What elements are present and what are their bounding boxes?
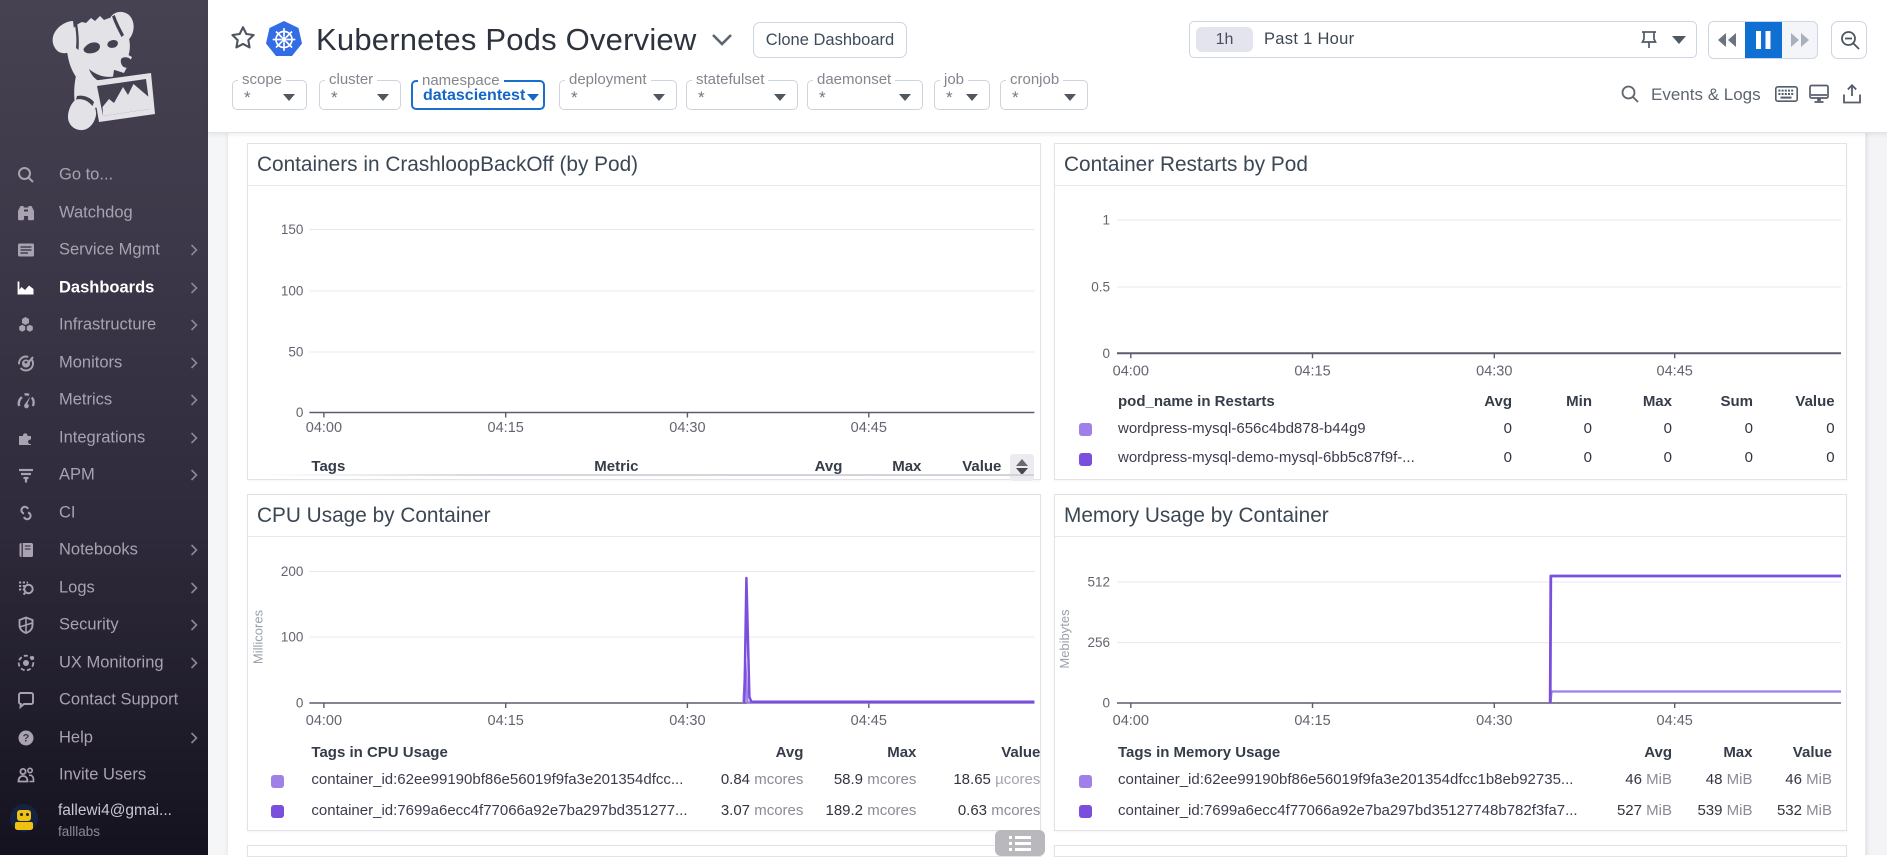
svg-text:0: 0 bbox=[1102, 696, 1110, 711]
svg-text:04:00: 04:00 bbox=[1113, 713, 1149, 729]
svg-text:200: 200 bbox=[281, 564, 304, 579]
svg-text:04:00: 04:00 bbox=[306, 713, 342, 729]
svg-text:256: 256 bbox=[1087, 635, 1110, 650]
svg-text:50: 50 bbox=[288, 345, 303, 360]
svg-text:100: 100 bbox=[281, 284, 304, 299]
svg-text:04:30: 04:30 bbox=[1476, 713, 1512, 729]
svg-text:04:15: 04:15 bbox=[1294, 364, 1330, 380]
svg-text:512: 512 bbox=[1087, 575, 1110, 590]
svg-text:0: 0 bbox=[1102, 346, 1110, 361]
svg-text:04:15: 04:15 bbox=[1294, 713, 1330, 729]
svg-text:150: 150 bbox=[281, 222, 304, 237]
svg-text:04:00: 04:00 bbox=[306, 420, 342, 436]
svg-text:04:45: 04:45 bbox=[851, 420, 887, 436]
svg-text:04:30: 04:30 bbox=[669, 713, 705, 729]
svg-text:04:45: 04:45 bbox=[1657, 364, 1693, 380]
svg-text:04:15: 04:15 bbox=[488, 420, 524, 436]
svg-text:04:30: 04:30 bbox=[669, 420, 705, 436]
svg-text:04:00: 04:00 bbox=[1113, 364, 1149, 380]
svg-text:04:45: 04:45 bbox=[1657, 713, 1693, 729]
svg-text:?: ? bbox=[23, 732, 30, 744]
svg-text:1: 1 bbox=[1102, 213, 1110, 228]
svg-text:0: 0 bbox=[296, 405, 304, 420]
svg-text:04:45: 04:45 bbox=[851, 713, 887, 729]
svg-text:0.5: 0.5 bbox=[1091, 280, 1110, 295]
svg-text:04:30: 04:30 bbox=[1476, 364, 1512, 380]
svg-text:0: 0 bbox=[296, 696, 304, 711]
svg-text:100: 100 bbox=[281, 630, 304, 645]
svg-text:04:15: 04:15 bbox=[488, 713, 524, 729]
svg-text:Mebibytes: Mebibytes bbox=[1057, 609, 1072, 669]
svg-text:Millicores: Millicores bbox=[250, 609, 265, 664]
